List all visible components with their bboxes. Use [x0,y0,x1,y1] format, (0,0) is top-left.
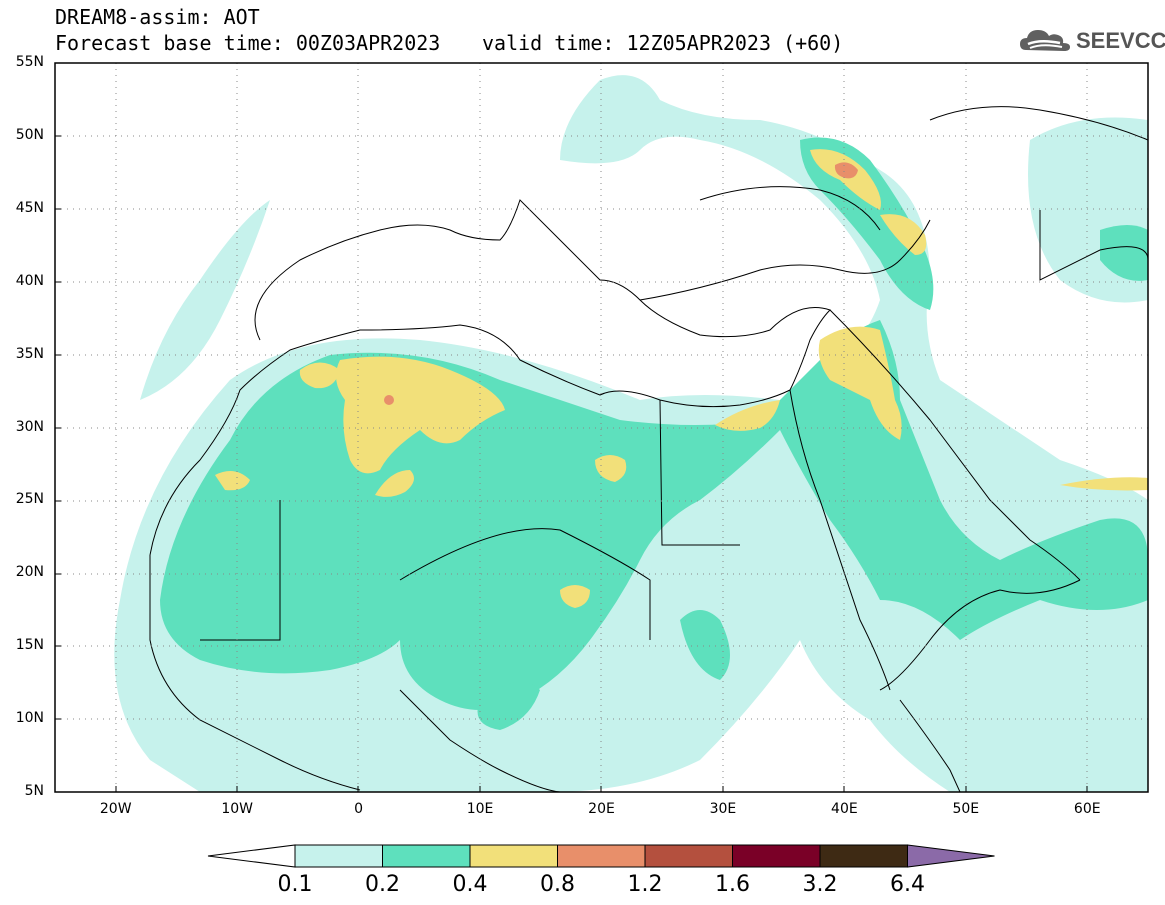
colorbar-level-label: 1.6 [715,872,750,897]
lat-label: 50N [15,126,44,143]
aot-layer-0.8 [384,162,858,405]
aot-layer-0.4 [215,149,1148,608]
lat-label: 35N [15,345,44,362]
lon-label: 0 [354,801,364,817]
lat-label: 25N [15,491,44,508]
colorbar-segment [644,844,733,868]
seevccc-logo: SEEVCCC [1018,24,1165,58]
colorbar-level-label: 0.4 [452,872,488,897]
lon-label: 20E [588,801,615,817]
lon-label: 30E [709,801,737,817]
colorbar-level-label: 0.1 [277,872,313,897]
lat-label: 10N [15,710,44,727]
colorbar-segment [819,844,908,868]
lon-label: 20W [99,801,132,817]
lon-label: 40E [831,801,858,817]
title-base-time: Forecast base time: 00Z03APR2023 [55,31,441,55]
graticule [55,63,1148,792]
title-valid-time: valid time: 12Z05APR2023 (+60) [482,31,844,55]
lat-label: 20N [15,564,44,581]
lat-label: 30N [15,418,44,435]
lon-label: 60E [1073,801,1101,817]
colorbar-arrow-high [907,844,995,868]
colorbar-level-label: 3.2 [802,872,838,897]
colorbar-segment [732,844,821,868]
colorbar [207,844,995,868]
title-model: DREAM8-assim: AOT [55,5,260,29]
lon-label: 50E [952,801,980,817]
colorbar-segment [469,844,558,868]
lat-label: 5N [24,783,44,799]
colorbar-segment [294,844,383,868]
coastlines [149,106,1148,792]
colorbar-segment [557,844,646,868]
lat-label: 45N [15,199,44,216]
colorbar-arrow-low [207,844,296,868]
colorbar-level-label: 0.2 [365,872,400,897]
logo-text: SEEVCCC [1076,28,1165,53]
colorbar-segment [382,844,471,868]
lon-label: 10W [221,801,253,817]
colorbar-level-label: 6.4 [890,872,925,897]
lat-label: 15N [15,637,44,654]
lat-label: 55N [15,54,44,70]
axis-ticks [55,135,1088,792]
colorbar-level-label: 0.8 [540,872,575,897]
lon-label: 10E [466,801,494,817]
cloud-icon [1020,30,1070,51]
lat-label: 40N [15,272,44,289]
colorbar-level-label: 1.2 [627,872,663,897]
